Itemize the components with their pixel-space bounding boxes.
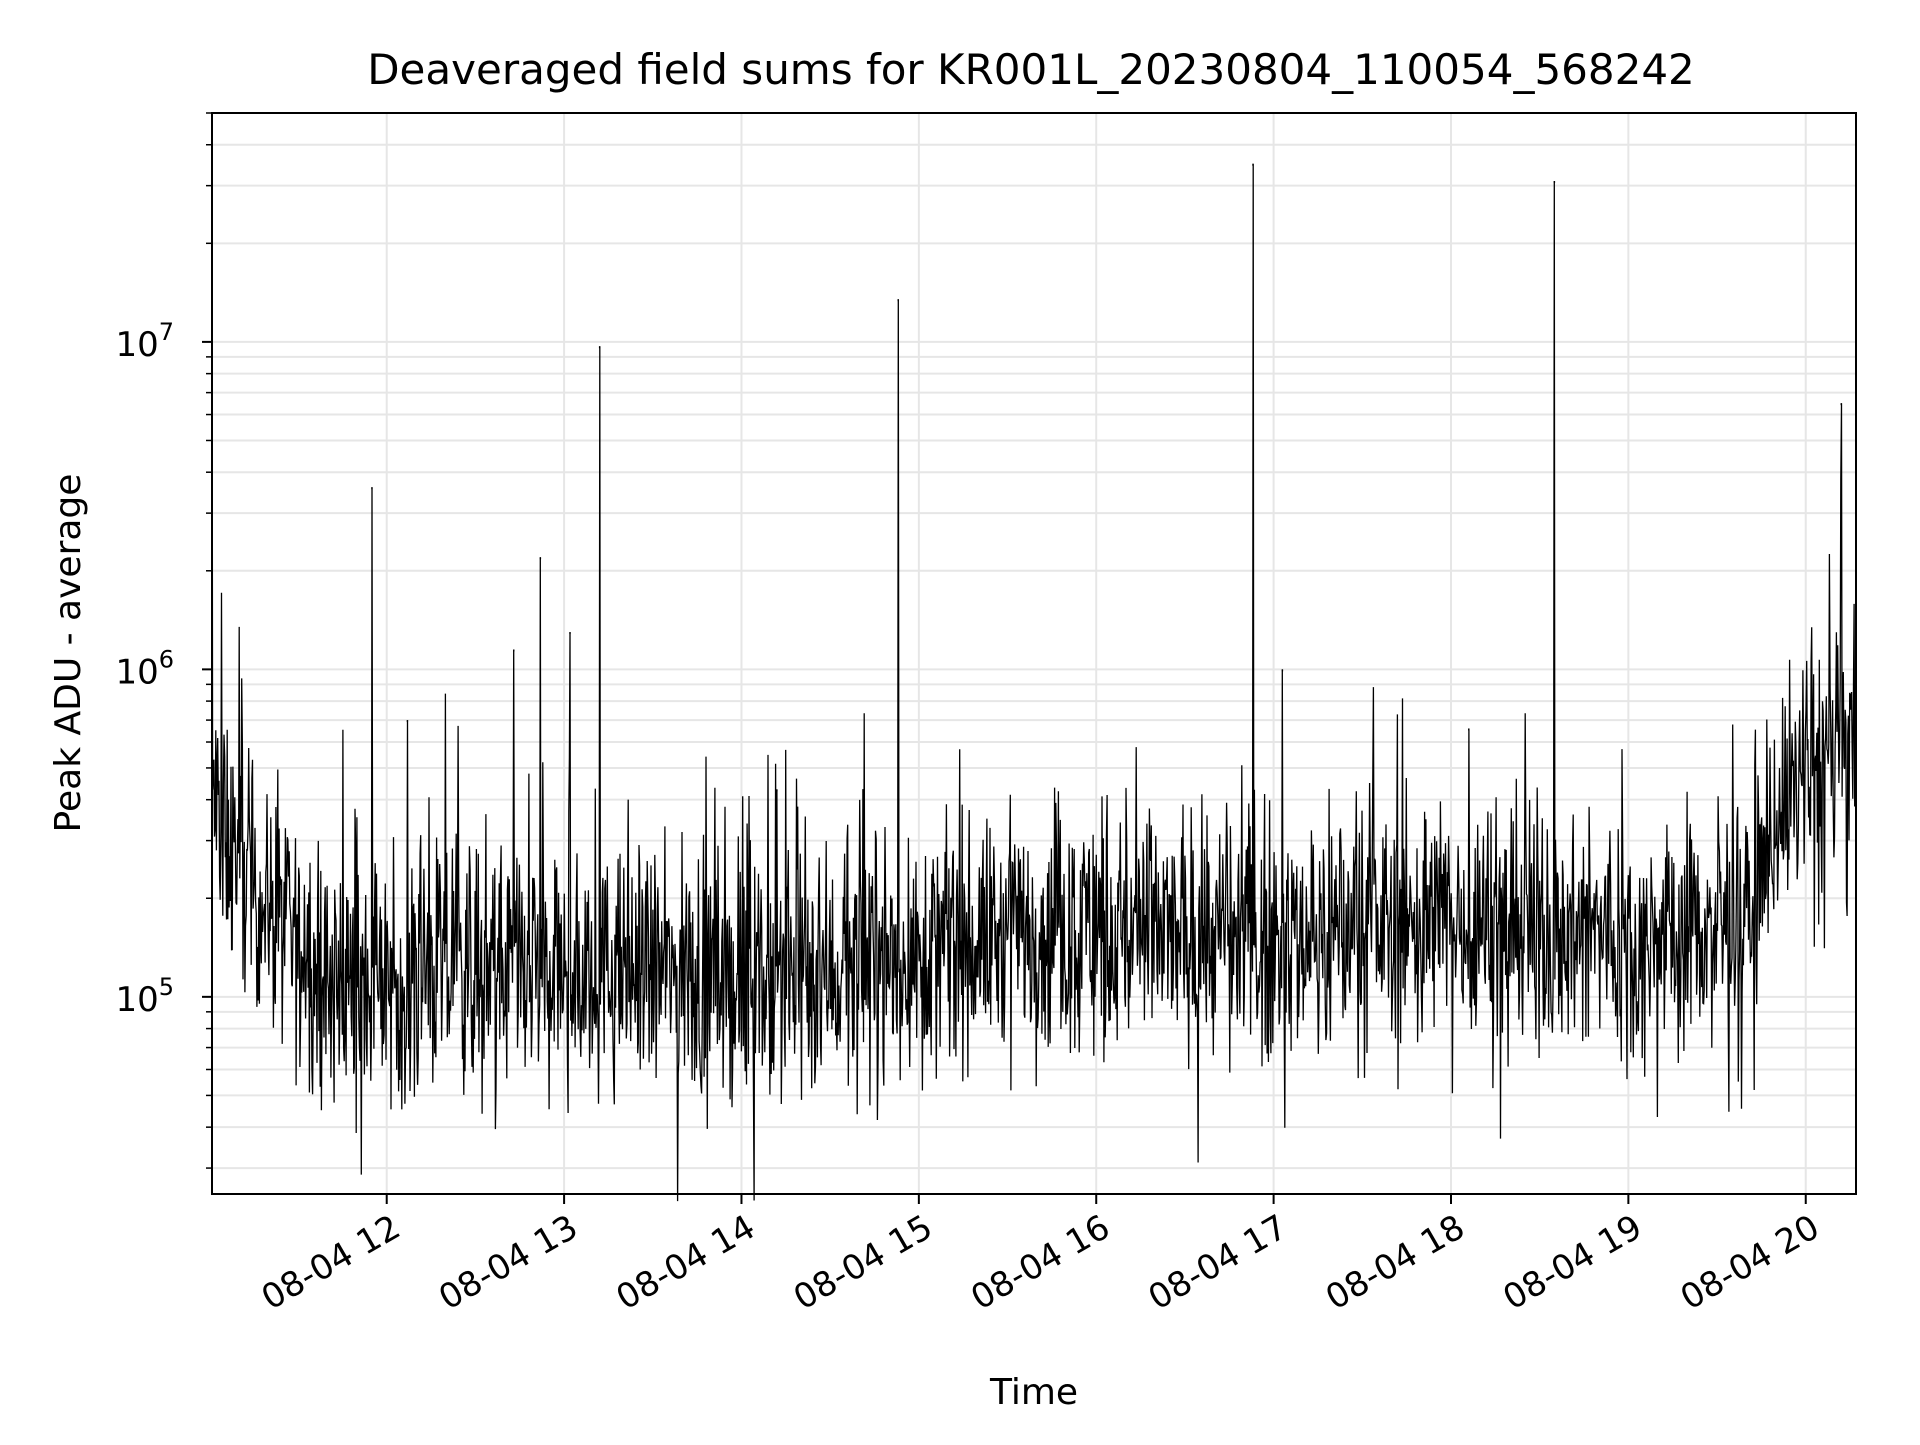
x-tick-label: 08-04 20 [1674, 1207, 1826, 1318]
series-line [211, 163, 1857, 1202]
x-tick-label: 08-04 14 [610, 1207, 762, 1318]
x-tick-label: 08-04 17 [1142, 1207, 1294, 1318]
x-tick-label: 08-04 18 [1319, 1207, 1471, 1318]
x-axis-label: Time [989, 1372, 1078, 1413]
plot-frame [211, 112, 1857, 1195]
y-tick-exponent: 6 [159, 645, 174, 673]
x-tick-label: 08-04 16 [964, 1207, 1116, 1318]
y-axis-label: Peak ADU - average [48, 474, 89, 833]
grid [212, 112, 1856, 1194]
x-tick-label: 08-04 15 [787, 1207, 939, 1318]
y-tick-base: 10 [115, 652, 158, 692]
y-tick-label: 106 [115, 645, 174, 692]
y-tick-exponent: 7 [159, 318, 174, 346]
x-tick-label: 08-04 19 [1496, 1207, 1648, 1318]
chart-title: Deaveraged field sums for KR001L_2023080… [367, 45, 1695, 94]
y-tick-exponent: 5 [159, 973, 174, 1001]
y-tick-label: 107 [115, 318, 174, 365]
series [211, 163, 1857, 1202]
y-tick-base: 10 [115, 325, 158, 365]
x-tick-label: 08-04 13 [432, 1207, 584, 1318]
x-tick-label: 08-04 12 [255, 1207, 407, 1318]
y-tick-base: 10 [115, 980, 158, 1020]
y-tick-label: 105 [115, 973, 174, 1020]
